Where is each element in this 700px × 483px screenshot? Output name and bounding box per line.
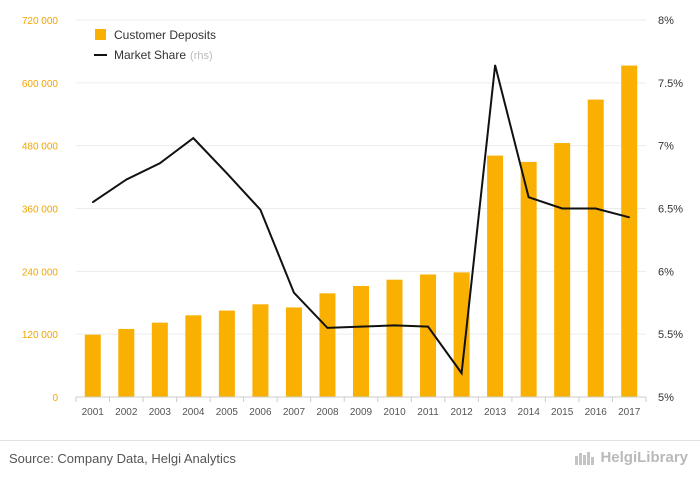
bar-2012 <box>453 272 470 397</box>
x-tick-label: 2006 <box>249 407 272 418</box>
bar-2003 <box>151 322 168 397</box>
point-2015 <box>561 207 563 210</box>
point-2002 <box>125 178 128 181</box>
point-2005 <box>226 172 228 175</box>
point-2016 <box>594 207 597 210</box>
brand-name: HelgiLibrary <box>600 449 688 466</box>
legend-label-customer-deposits: Customer Deposits <box>114 28 216 42</box>
source-note: Source: Company Data, Helgi Analytics <box>9 451 236 466</box>
x-tick-label: 2009 <box>350 407 373 418</box>
bar-2004 <box>185 315 202 397</box>
axes <box>75 396 647 402</box>
x-tick-label: 2005 <box>216 407 239 418</box>
point-2017 <box>628 216 631 219</box>
x-tick-label: 2001 <box>82 407 105 418</box>
left-tick-label: 360 000 <box>22 205 59 216</box>
point-2003 <box>159 162 161 165</box>
point-2013 <box>494 64 496 67</box>
x-tick-label: 2010 <box>383 407 406 418</box>
gridlines <box>76 19 646 335</box>
point-2007 <box>293 291 295 294</box>
point-2012 <box>460 372 463 374</box>
library-icon <box>575 451 595 465</box>
legend-label-market-share-suffix: (rhs) <box>190 50 213 62</box>
line-market-share <box>91 64 631 376</box>
left-axis-ticks: 0 120 000 240 000 360 000 480 000 600 000 720 … <box>22 16 59 404</box>
brand-logo: HelgiLibrary <box>574 449 688 466</box>
point-2014 <box>527 196 530 198</box>
bars-customer-deposits <box>84 65 638 397</box>
right-tick-label: 7% <box>658 141 674 153</box>
x-tick-label: 2016 <box>585 407 608 418</box>
right-tick-label: 6.5% <box>658 204 683 216</box>
x-axis-ticks: 2001 2002 2003 2004 2005 2006 2007 2008 2009 2010… <box>82 407 641 418</box>
left-tick-label: 480 000 <box>22 142 59 153</box>
left-tick-label: 0 <box>52 393 58 404</box>
left-tick-label: 720 000 <box>22 16 59 27</box>
right-tick-label: 5% <box>658 392 674 404</box>
point-2006 <box>259 208 262 211</box>
point-2001 <box>91 201 94 204</box>
left-tick-label: 240 000 <box>22 267 59 278</box>
x-tick-label: 2013 <box>484 407 507 418</box>
bar-2017 <box>621 65 638 397</box>
bar-2010 <box>386 279 403 397</box>
right-tick-label: 8% <box>658 15 674 27</box>
x-tick-label: 2008 <box>316 407 339 418</box>
bar-2011 <box>420 274 437 397</box>
bar-2008 <box>319 293 336 397</box>
x-tick-label: 2011 <box>417 407 439 418</box>
right-axis-ticks: 5% 5.5% 6% 6.5% 7% 7.5% 8% <box>658 15 683 404</box>
x-tick-label: 2012 <box>450 407 473 418</box>
bar-2013 <box>487 155 504 397</box>
right-tick-label: 5.5% <box>658 329 683 341</box>
bar-2016 <box>587 99 604 397</box>
bar-2007 <box>285 307 302 397</box>
bar-2002 <box>118 328 135 397</box>
point-2011 <box>427 325 429 328</box>
bar-2009 <box>353 285 369 397</box>
x-tick-label: 2003 <box>149 407 172 418</box>
x-tick-label: 2017 <box>618 407 641 418</box>
chart: 0 120 000 240 000 360 000 480 000 600 000 720 … <box>22 15 683 418</box>
x-tick-label: 2002 <box>115 407 138 418</box>
left-tick-label: 120 000 <box>22 330 59 341</box>
bar-2015 <box>554 143 571 397</box>
bar-2014 <box>520 161 537 397</box>
legend: Customer Deposits Market Share (rhs) <box>94 28 216 62</box>
point-2004 <box>192 137 195 139</box>
legend-swatch-customer-deposits <box>95 29 106 40</box>
point-2009 <box>360 325 362 328</box>
right-tick-label: 7.5% <box>658 78 683 90</box>
bar-2005 <box>218 310 235 397</box>
x-tick-label: 2014 <box>518 407 541 418</box>
right-tick-label: 6% <box>658 266 674 278</box>
footer-divider <box>0 440 700 441</box>
bar-2001 <box>84 334 101 397</box>
legend-label-market-share-name: Market Share <box>114 48 186 62</box>
point-2010 <box>393 324 396 327</box>
left-tick-label: 600 000 <box>22 79 59 90</box>
point-2008 <box>326 327 329 329</box>
x-tick-label: 2004 <box>182 407 205 418</box>
bar-2006 <box>252 304 269 397</box>
x-tick-label: 2015 <box>551 407 574 418</box>
legend-label-market-share: Market Share (rhs) <box>114 48 213 62</box>
x-tick-label: 2007 <box>283 407 306 418</box>
